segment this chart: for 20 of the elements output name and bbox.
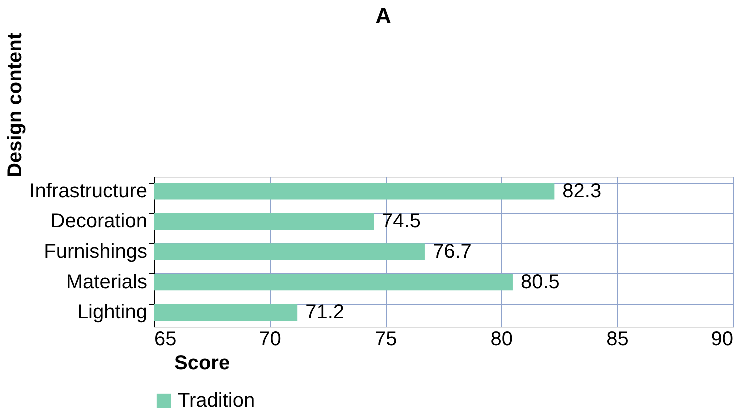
x-tick-label: 65 [154,328,177,350]
data-label: 82.3 [562,180,602,202]
data-label: 71.2 [306,302,345,324]
data-label: 74.5 [382,210,421,233]
x-axis-title: Score [174,352,230,374]
x-tick-label: 85 [606,328,629,350]
y-tick-label: Materials [66,271,148,294]
x-tick-label: 80 [490,328,514,350]
x-tick-label: 70 [259,328,282,350]
x-tick-label: 90 [711,328,734,350]
y-axis-title: Design content [4,32,27,178]
y-tick-label: Furnishings [44,241,148,263]
x-tick-label: 75 [374,328,398,350]
y-tick-label: Lighting [77,302,148,324]
data-label: 80.5 [520,271,560,294]
y-tick-label: Infrastructure [30,180,148,202]
chart-title: A [376,4,392,29]
legend-label: Tradition [178,390,256,412]
data-label: 76.7 [432,241,472,263]
y-tick-label: Decoration [50,210,148,233]
